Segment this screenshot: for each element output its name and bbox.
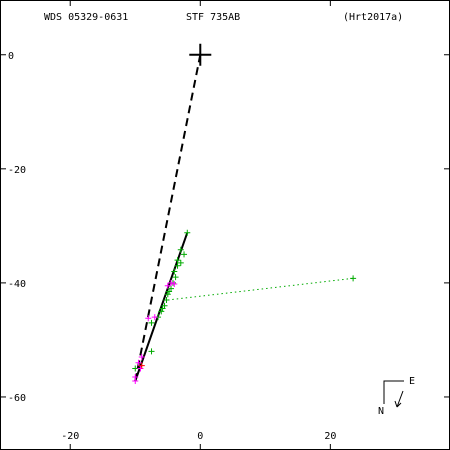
green-observation-point: [159, 305, 166, 312]
y-tick-label: -60: [8, 393, 26, 404]
green-observation-point: [158, 308, 165, 315]
green-observation-point: [164, 291, 171, 298]
compass-east-label: E: [409, 376, 415, 387]
compass: E N: [378, 376, 415, 417]
magenta-observation-point: [145, 315, 152, 322]
compass-arrow-icon: [394, 390, 404, 408]
primary-star-marker: [189, 43, 212, 66]
green-observation-point: [184, 229, 191, 236]
x-tick-label: 20: [324, 431, 336, 442]
green-observation-point: [163, 297, 170, 303]
header-left: WDS 05329-0631: [44, 12, 128, 23]
green-observation-point: [148, 319, 155, 326]
green-observation-point: [177, 246, 184, 253]
green-observation-point: [132, 365, 139, 372]
y-tick-label: 0: [8, 51, 14, 62]
magenta-observation-point: [138, 354, 145, 361]
y-tick-label: -40: [8, 279, 26, 290]
orbit-fit-line: [134, 232, 189, 382]
green-observation-point: [181, 251, 188, 258]
magenta-observation-point: [171, 281, 178, 288]
magenta-observation-point: [151, 314, 158, 321]
axis-tick-labels: -20020400-20-40-60: [8, 51, 336, 442]
x-tick-label: 0: [197, 431, 203, 442]
magenta-observation-point: [132, 377, 139, 384]
green-observation-point: [177, 259, 184, 266]
y-tick-label: -20: [8, 165, 26, 176]
green-observation-point: [171, 268, 178, 275]
red-observation-point: [138, 362, 145, 369]
green-observation-point: [350, 275, 357, 282]
green-observation-point: [174, 257, 181, 264]
magenta-observation-point: [168, 279, 175, 286]
header-right: (Hrt2017a): [343, 12, 403, 23]
compass-north-label: N: [378, 406, 384, 417]
x-tick-label: -20: [61, 431, 79, 442]
header-center: STF 735AB: [186, 12, 240, 23]
compass-frame: [383, 380, 404, 404]
green-observation-point: [172, 274, 179, 281]
green-observation-point: [166, 288, 173, 295]
extrapolated-orbit-line: [134, 54, 202, 382]
green-observation-point: [148, 348, 155, 355]
magenta-observation-point: [137, 365, 144, 372]
primary-star-plus: [189, 43, 212, 66]
observation-points: [132, 229, 357, 384]
magenta-observation-point: [164, 282, 171, 289]
magenta-observation-point: [135, 359, 142, 366]
green-observation-point: [174, 262, 181, 269]
fit-lines: [134, 54, 354, 382]
